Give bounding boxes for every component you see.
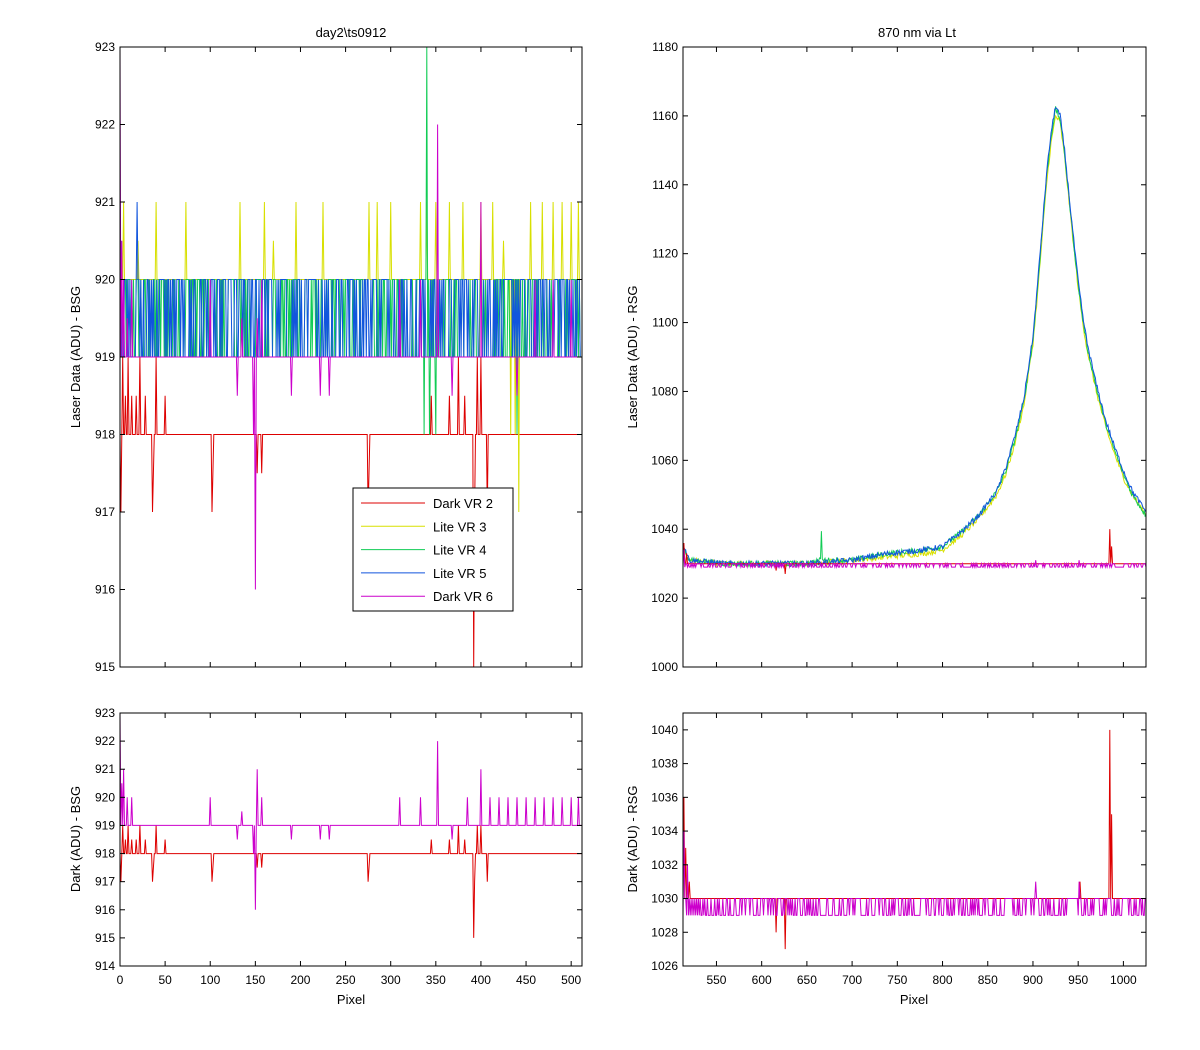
series-line-dark-vr-6	[683, 831, 1146, 916]
y-tick-label: 1032	[651, 858, 678, 872]
y-tick-label: 915	[95, 931, 115, 945]
panel-rsg-dark: Dark (ADU) - RSG Pixel 550 600 650 700 750 80…	[625, 712, 1147, 1007]
y-tick-label: 921	[95, 195, 115, 209]
y-tick-label: 1036	[651, 790, 678, 804]
x-tick-label: 150	[245, 973, 265, 987]
y-tick-label: 918	[95, 847, 115, 861]
series-line-dark-vr-2	[120, 825, 582, 938]
panel-title: day2\ts0912	[316, 25, 387, 40]
y-tick-label: 915	[95, 660, 115, 674]
y-tick-label: 919	[95, 818, 115, 832]
axes-frame	[119, 712, 583, 967]
x-tick-label: 600	[752, 973, 772, 987]
y-tick-label: 1080	[651, 384, 678, 398]
legend: Dark VR 2 Lite VR 3 Lite VR 4 Lite VR 5 Dark…	[352, 487, 514, 612]
plot-area	[683, 106, 1146, 575]
y-axis-label: Laser Data (ADU) - RSG	[625, 285, 640, 428]
series-line-dark-vr-6	[120, 713, 582, 910]
plot-area	[683, 729, 1146, 950]
x-tick-label: 800	[933, 973, 953, 987]
y-tick-label: 1000	[651, 660, 678, 674]
y-tick-label: 1120	[652, 247, 678, 261]
y-tick-label: 917	[95, 505, 115, 519]
y-tick-label: 1040	[651, 522, 678, 536]
y-tick-label: 923	[95, 40, 115, 54]
plot-area	[120, 47, 582, 667]
x-tick-label: 550	[706, 973, 726, 987]
legend-label: Lite VR 3	[433, 519, 486, 534]
y-tick-label: 916	[95, 903, 115, 917]
y-tick-label: 1040	[651, 723, 678, 737]
panel-bsg-laser: day2\ts0912 Laser Data (ADU) - BSG 915 91…	[68, 25, 583, 674]
panel-rsg-laser: 870 nm via Lt Laser Data (ADU) - RSG 100…	[625, 25, 1147, 674]
y-tick-label: 1030	[651, 892, 678, 906]
legend-label: Lite VR 4	[433, 543, 486, 558]
y-tick-label: 914	[95, 959, 115, 973]
y-tick-label: 1034	[651, 824, 678, 838]
x-tick-label: 500	[561, 973, 581, 987]
series-line-dark-vr-2	[120, 356, 582, 667]
x-tick-label: 700	[842, 973, 862, 987]
y-tick-label: 922	[95, 734, 115, 748]
y-tick-label: 920	[95, 273, 115, 287]
y-tick-label: 920	[95, 790, 115, 804]
y-tick-label: 1160	[652, 109, 678, 123]
plot-area	[120, 713, 582, 938]
y-tick-label: 922	[95, 118, 115, 132]
legend-label: Lite VR 5	[433, 566, 486, 581]
y-tick-label: 1028	[651, 925, 678, 939]
legend-label: Dark VR 2	[433, 496, 493, 511]
y-axis-label: Laser Data (ADU) - BSG	[68, 286, 83, 428]
y-tick-label: 919	[95, 350, 115, 364]
y-tick-label: 1060	[651, 453, 678, 467]
panel-title: 870 nm via Lt	[878, 25, 956, 40]
x-tick-label: 250	[336, 973, 356, 987]
y-tick-label: 1100	[652, 316, 678, 330]
y-tick-label: 921	[95, 762, 115, 776]
axes-frame	[682, 712, 1147, 967]
y-tick-label: 1020	[651, 591, 678, 605]
panel-bsg-dark: Dark (ADU) - BSG Pixel 0 50 100 150 200 250 30…	[68, 706, 583, 1007]
x-tick-label: 1000	[1110, 973, 1137, 987]
series-line-dark-vr-6	[120, 47, 582, 590]
y-tick-label: 1140	[652, 178, 678, 192]
x-tick-label: 0	[117, 973, 124, 987]
y-tick-label: 1180	[652, 40, 678, 54]
axes-frame	[682, 46, 1147, 668]
x-tick-label: 350	[426, 973, 446, 987]
legend-label: Dark VR 6	[433, 589, 493, 604]
x-tick-label: 100	[200, 973, 220, 987]
x-tick-label: 900	[1023, 973, 1043, 987]
x-tick-label: 450	[516, 973, 536, 987]
y-axis-label: Dark (ADU) - RSG	[625, 786, 640, 893]
x-tick-label: 400	[471, 973, 491, 987]
y-tick-label: 1026	[651, 959, 678, 973]
x-tick-label: 950	[1068, 973, 1088, 987]
x-tick-label: 650	[797, 973, 817, 987]
y-tick-label: 923	[95, 706, 115, 720]
series-line-dark-vr-6	[683, 549, 1146, 570]
x-tick-label: 750	[887, 973, 907, 987]
x-axis-label: Pixel	[900, 992, 928, 1007]
x-axis-label: Pixel	[337, 992, 365, 1007]
x-tick-label: 200	[290, 973, 310, 987]
x-tick-label: 850	[978, 973, 998, 987]
x-tick-label: 300	[381, 973, 401, 987]
x-tick-label: 50	[158, 973, 172, 987]
y-tick-label: 916	[95, 583, 115, 597]
y-axis-label: Dark (ADU) - BSG	[68, 786, 83, 892]
y-tick-label: 917	[95, 875, 115, 889]
y-tick-label: 918	[95, 428, 115, 442]
y-tick-label: 1038	[651, 757, 678, 771]
